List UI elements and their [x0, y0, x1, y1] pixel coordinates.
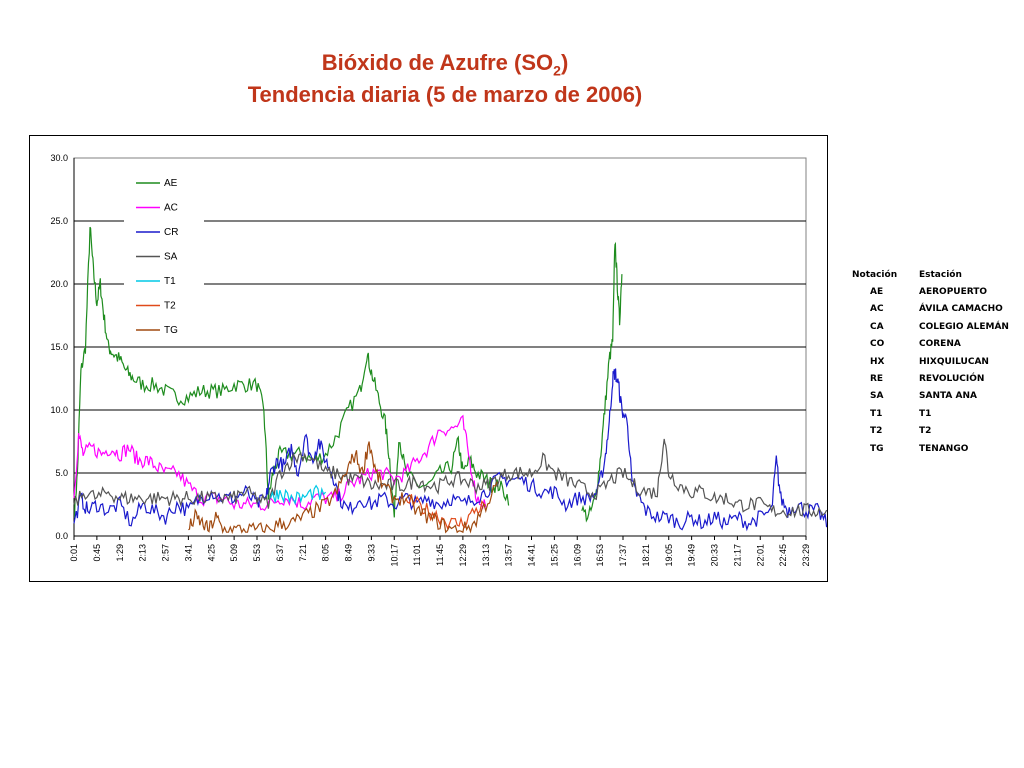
station-table: Notación Estación AE AEROPUERTO AC ÁVILA CA… [848, 266, 1009, 457]
series-line [73, 226, 510, 519]
y-tick-label: 25.0 [50, 216, 68, 226]
x-tick-label: 2:13 [138, 544, 148, 562]
x-tick-label: 16:09 [572, 544, 582, 567]
station-name: T2 [919, 426, 932, 437]
chart-title-line2: Tendencia diaria (5 de marzo de 2006) [247, 82, 643, 107]
station-code: HX [870, 356, 885, 367]
x-tick-label: 15:25 [549, 544, 559, 567]
x-tick-label: 23:29 [801, 544, 811, 567]
station-row: RE REVOLUCIÓN [848, 370, 1009, 387]
series-line [73, 438, 827, 519]
series-line [581, 241, 623, 523]
station-row: AE AEROPUERTO [848, 283, 1009, 300]
x-tick-label: 13:57 [504, 544, 514, 567]
x-tick-label: 2:57 [161, 544, 171, 562]
x-tick-label: 18:21 [641, 544, 651, 567]
chart-title-line1: Bióxido de Azufre (SO2) [321, 50, 569, 79]
x-tick-label: 19:49 [687, 544, 697, 567]
series-line [405, 494, 487, 530]
y-tick-label: 15.0 [50, 342, 68, 352]
station-row: CA COLEGIO ALEMÁN [848, 318, 1009, 335]
y-tick-label: 0.0 [55, 531, 68, 541]
series-line [73, 368, 827, 532]
chart-area: 0.0 5.0 10.0 15.0 20.0 25.0 30.0 0:01 0:45 1:29 2:… [29, 135, 828, 582]
station-name: COLEGIO ALEMÁN [919, 321, 1009, 332]
station-code: CA [870, 321, 884, 332]
station-code: AC [870, 304, 884, 315]
x-tick-label: 19:05 [664, 544, 674, 567]
legend-label: T2 [164, 301, 176, 312]
chart-svg: 0.0 5.0 10.0 15.0 20.0 25.0 30.0 0:01 0:45 1:29 2:… [50, 153, 827, 567]
x-tick-label: 10:17 [389, 544, 399, 567]
x-tick-label: 8:05 [321, 544, 331, 562]
station-row: AC ÁVILA CAMACHO [848, 301, 1009, 318]
station-code: T2 [870, 426, 883, 437]
station-name: ÁVILA CAMACHO [919, 304, 1003, 315]
x-tick-label: 0:01 [69, 544, 79, 562]
station-name: T1 [919, 408, 932, 419]
x-tick-label: 14:41 [527, 544, 537, 567]
header-station: Estación [919, 269, 962, 280]
x-tick-label: 7:21 [298, 544, 308, 562]
station-name: TENANGO [919, 443, 969, 454]
series-line [270, 484, 327, 506]
x-tick-label: 0:45 [92, 544, 102, 562]
x-tick-label: 5:53 [252, 544, 262, 562]
station-code: AE [870, 287, 884, 298]
x-tick-label: 9:33 [366, 544, 376, 562]
station-name: HIXQUILUCAN [919, 356, 989, 367]
station-code: T1 [870, 408, 883, 419]
station-row: HX HIXQUILUCAN [848, 353, 1009, 370]
x-tick-label: 11:45 [435, 544, 445, 566]
y-tick-label: 20.0 [50, 279, 68, 289]
station-code: RE [870, 374, 884, 385]
x-tick-label: 4:25 [206, 544, 216, 562]
x-tick-label: 22:01 [755, 544, 765, 567]
y-tick-label: 5.0 [55, 468, 68, 478]
station-row: T2 T2 [848, 423, 1009, 440]
x-tick-label: 11:01 [412, 544, 422, 566]
x-tick-label: 17:37 [618, 544, 628, 567]
x-tick-label: 3:41 [183, 544, 193, 562]
station-code: TG [870, 443, 884, 454]
legend-label: CR [164, 227, 178, 238]
series-line [188, 441, 498, 535]
station-code: CO [870, 339, 885, 350]
legend-label: TG [164, 325, 178, 336]
legend-label: T1 [164, 276, 176, 287]
station-row: SA SANTA ANA [848, 388, 1009, 405]
x-tick-label: 20:33 [710, 544, 720, 567]
x-tick-label: 13:13 [481, 544, 491, 567]
station-name: SANTA ANA [919, 391, 977, 402]
station-row: T1 T1 [848, 405, 1009, 422]
station-code: SA [870, 391, 884, 402]
legend-label: SA [164, 252, 178, 263]
x-tick-label: 16:53 [595, 544, 605, 567]
station-row: TG TENANGO [848, 440, 1009, 457]
series-line [73, 414, 487, 512]
legend-label: AE [164, 178, 178, 189]
station-row: CO CORENA [848, 336, 1009, 353]
y-tick-label: 30.0 [50, 153, 68, 163]
legend-label: AC [164, 203, 178, 214]
x-tick-label: 22:45 [778, 544, 788, 567]
y-tick-label: 10.0 [50, 405, 68, 415]
x-tick-label: 8:49 [344, 544, 354, 562]
x-tick-label: 5:09 [229, 544, 239, 562]
legend-bg [124, 169, 204, 347]
station-name: AEROPUERTO [919, 287, 988, 298]
x-tick-label: 12:29 [458, 544, 468, 567]
header-notation: Notación [852, 269, 898, 280]
x-tick-label: 6:37 [275, 544, 285, 562]
station-name: REVOLUCIÓN [919, 374, 985, 385]
x-tick-label: 21:17 [732, 544, 742, 567]
x-tick-label: 1:29 [115, 544, 125, 562]
station-name: CORENA [919, 339, 961, 350]
